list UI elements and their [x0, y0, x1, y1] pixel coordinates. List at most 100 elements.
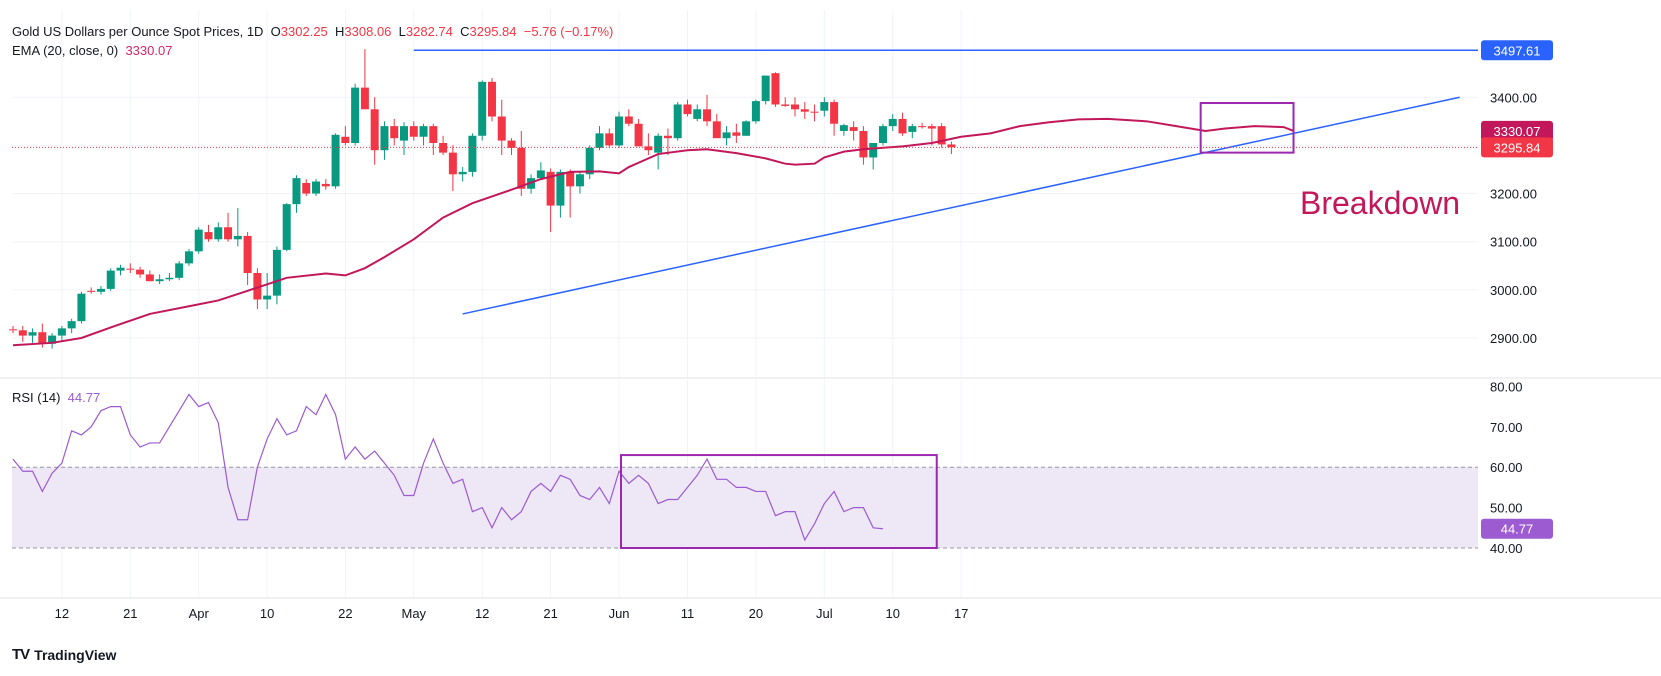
- candle-body: [585, 147, 594, 175]
- candle-body: [937, 126, 946, 145]
- price-tick-label: 2900.00: [1490, 331, 1537, 346]
- time-tick-label: 21: [123, 606, 137, 621]
- candle-body: [918, 126, 927, 128]
- tradingview-logo-icon: TV: [12, 646, 30, 663]
- candle-body: [165, 277, 174, 280]
- candle-body: [380, 126, 389, 151]
- time-tick-label: Jun: [609, 606, 630, 621]
- price-highlight-box: [1199, 102, 1295, 154]
- price-tag-resistance: [1481, 40, 1553, 61]
- main-legend: Gold US Dollars per Ounce Spot Prices, 1…: [12, 24, 613, 39]
- price-tag-ema-label: 3330.07: [1494, 124, 1541, 139]
- change-value: −5.76 (−0.17%): [523, 24, 614, 39]
- price-tag-last: [1481, 137, 1553, 158]
- ema-legend-value: 3330.07: [125, 43, 173, 58]
- candle-body: [360, 87, 369, 110]
- candle-body: [263, 295, 272, 300]
- rsi-legend: RSI (14) 44.77: [12, 390, 100, 405]
- candle-body: [126, 268, 135, 270]
- close-label: C: [460, 24, 470, 39]
- candle-body: [556, 171, 565, 206]
- price-grid: [12, 10, 1478, 378]
- highlight-boxes: [620, 102, 1295, 549]
- rsi-tick-label: 60.00: [1490, 460, 1523, 475]
- candle-body: [38, 332, 47, 344]
- tradingview-logo[interactable]: TV TradingView: [12, 646, 116, 663]
- high-value: 3308.06: [344, 24, 392, 39]
- candle-body: [722, 132, 731, 139]
- rsi-legend-label: RSI (14): [12, 390, 61, 405]
- price-tag-last-label: 3295.84: [1494, 140, 1541, 155]
- low-label: L: [398, 24, 406, 39]
- high-label: H: [335, 24, 345, 39]
- rsi-value-tag-label: 44.77: [1501, 522, 1534, 537]
- candle-body: [478, 81, 487, 136]
- candle-body: [272, 249, 281, 296]
- candle-body: [194, 229, 203, 252]
- candle-body: [292, 178, 301, 205]
- candle-body: [9, 329, 17, 331]
- candle-body: [243, 235, 252, 273]
- time-tick-label: 10: [260, 606, 274, 621]
- time-tick-label: 12: [475, 606, 489, 621]
- candle-body: [663, 135, 672, 139]
- candle-body: [96, 288, 105, 292]
- candle-body: [214, 227, 223, 240]
- candle-body: [302, 182, 311, 194]
- candle-body: [800, 109, 809, 112]
- breakdown-annotation: Breakdown: [1300, 185, 1460, 221]
- candle-body: [507, 140, 516, 148]
- rsi-tick-label: 40.00: [1490, 541, 1523, 556]
- ema-line: [12, 117, 1294, 347]
- candle-body: [536, 170, 545, 179]
- candle-body: [458, 171, 467, 175]
- candle-body: [771, 73, 780, 105]
- candle-body: [28, 332, 37, 336]
- candle-body: [67, 321, 76, 329]
- candle-body: [751, 101, 760, 122]
- rsi-band: [12, 466, 1478, 549]
- candle-body: [839, 125, 848, 131]
- candle-body: [859, 130, 868, 158]
- candle-body: [419, 126, 428, 137]
- rsi-legend-value: 44.77: [67, 390, 101, 405]
- candle-body: [634, 123, 643, 147]
- candle-body: [351, 87, 360, 143]
- price-tag-ema: [1481, 120, 1553, 141]
- candle-body: [48, 335, 57, 344]
- candle-body: [136, 269, 145, 275]
- candle-body: [849, 127, 858, 131]
- candle-body: [145, 274, 154, 282]
- candle-body: [683, 104, 692, 115]
- ema-legend-label: EMA (20, close, 0): [12, 43, 119, 58]
- candle-body: [116, 267, 125, 271]
- candle-body: [390, 126, 399, 139]
- candle-body: [184, 251, 193, 264]
- candle-body: [497, 116, 506, 141]
- candlestick-series: [9, 49, 956, 349]
- price-tick-label: 3400.00: [1490, 90, 1537, 105]
- time-tick-label: 17: [954, 606, 968, 621]
- time-tick-label: Apr: [189, 606, 210, 621]
- candle-body: [830, 102, 839, 124]
- candle-body: [927, 126, 936, 129]
- price-tick-label: 3100.00: [1490, 235, 1537, 250]
- candle-body: [546, 171, 555, 206]
- rsi-line: [12, 393, 884, 542]
- trendlines: [12, 49, 1478, 315]
- candle-body: [820, 102, 829, 111]
- candle-body: [87, 290, 96, 292]
- candle-body: [761, 75, 770, 102]
- candle-body: [566, 171, 575, 187]
- candle-body: [595, 133, 604, 148]
- candle-body: [282, 204, 291, 250]
- price-tick-label: 3000.00: [1490, 283, 1537, 298]
- price-tag-resistance-label: 3497.61: [1494, 43, 1541, 58]
- open-label: O: [270, 24, 281, 39]
- candle-body: [312, 181, 321, 194]
- open-value: 3302.25: [280, 24, 328, 39]
- rsi-tick-label: 70.00: [1490, 420, 1523, 435]
- axes: 2900.003000.003100.003200.003300.003400.…: [0, 90, 1661, 621]
- rsi-tick-label: 80.00: [1490, 379, 1523, 394]
- candle-body: [654, 135, 663, 153]
